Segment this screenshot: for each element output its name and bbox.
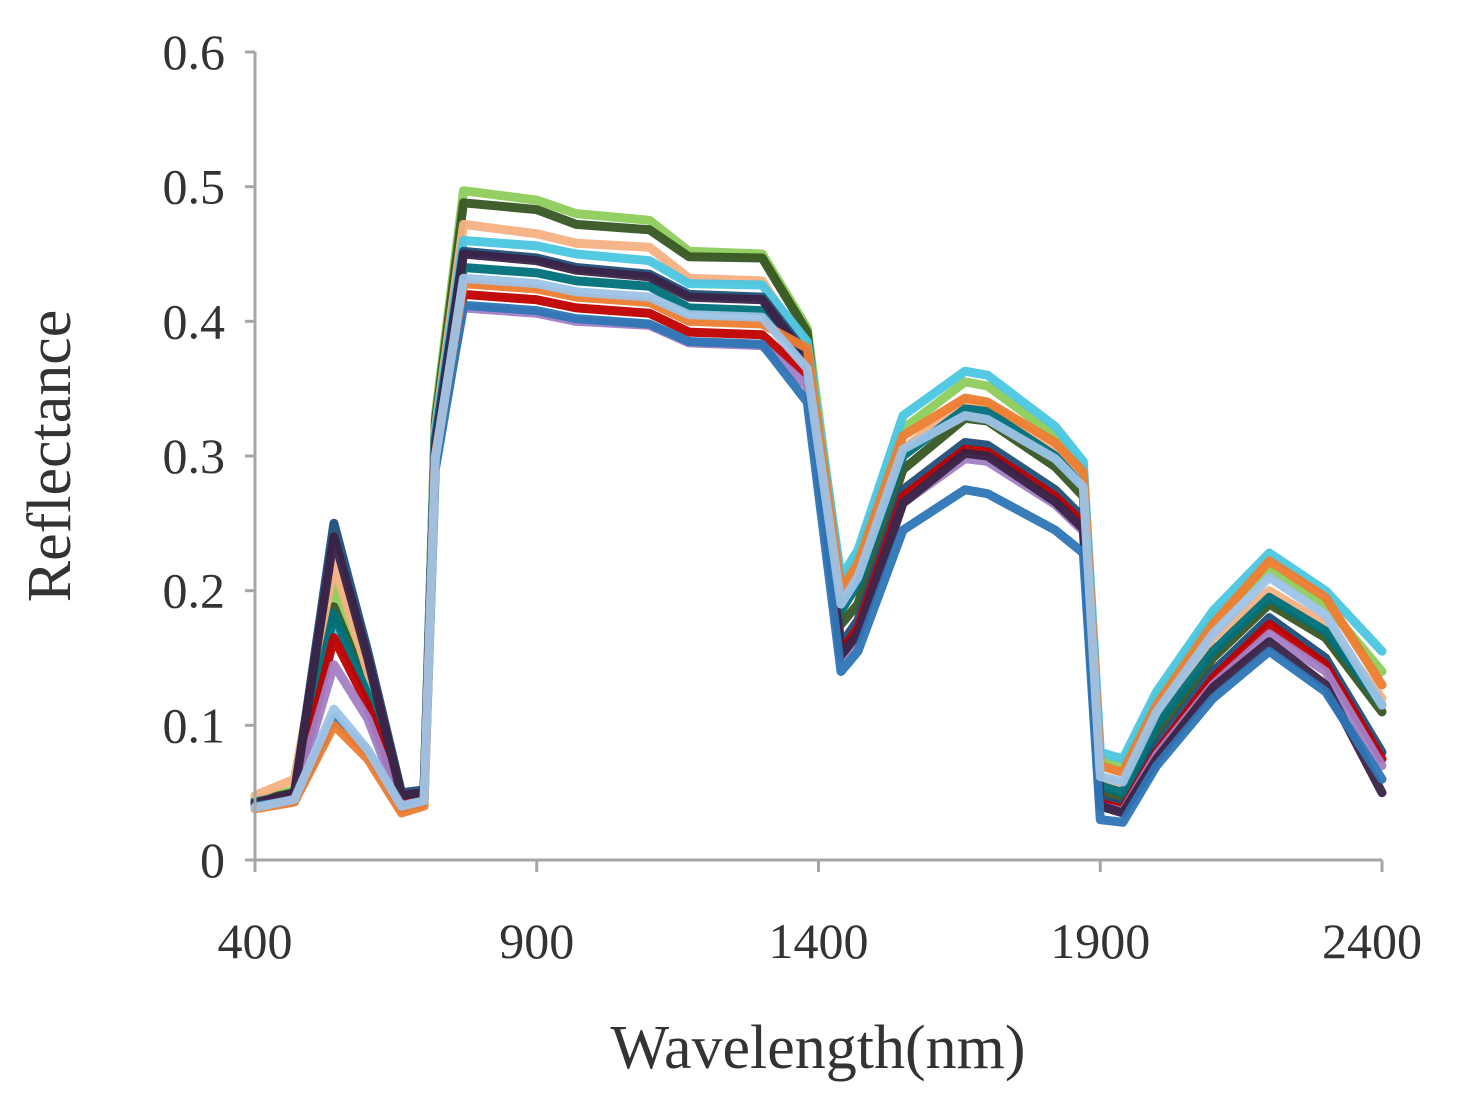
x-ticks: 400 900 1400 1900 2400 [218, 860, 1422, 969]
y-tick-label: 0.5 [163, 159, 226, 215]
x-tick-label: 1400 [769, 913, 869, 969]
y-tick-label: 0 [200, 832, 225, 888]
x-axis-title: Wavelength(nm) [610, 1014, 1025, 1082]
y-tick-label: 0.6 [163, 24, 226, 80]
y-tick-label: 0.1 [163, 697, 226, 753]
y-tick-label: 0.3 [163, 428, 226, 484]
x-tick-label: 1900 [1050, 913, 1150, 969]
x-tick-label: 2400 [1322, 913, 1422, 969]
y-tick-label: 0.2 [163, 563, 226, 619]
x-tick-label: 400 [218, 913, 293, 969]
series-layer [250, 186, 1387, 827]
x-tick-label: 900 [499, 913, 574, 969]
y-axis-title: Reflectance [16, 310, 84, 603]
y-ticks: 0 0.1 0.2 0.3 0.4 0.5 0.6 [163, 24, 255, 888]
y-tick-label: 0.4 [163, 293, 226, 349]
series-line-12 [250, 273, 1387, 812]
